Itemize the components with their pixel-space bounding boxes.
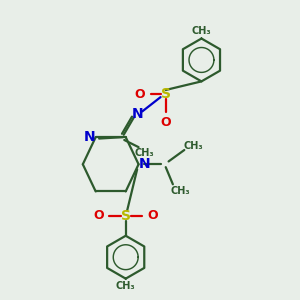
Text: O: O [148,209,158,222]
Text: CH₃: CH₃ [116,281,136,291]
Text: CH₃: CH₃ [192,26,211,36]
Text: CH₃: CH₃ [134,148,154,158]
Text: CH₃: CH₃ [183,141,203,151]
Text: S: S [161,87,171,101]
Text: O: O [93,209,104,222]
Text: N: N [131,107,143,121]
Text: O: O [160,116,171,129]
Text: N: N [84,130,95,144]
Text: CH₃: CH₃ [170,187,190,196]
Text: N: N [139,157,151,171]
Text: S: S [121,209,131,223]
Text: O: O [135,88,145,101]
